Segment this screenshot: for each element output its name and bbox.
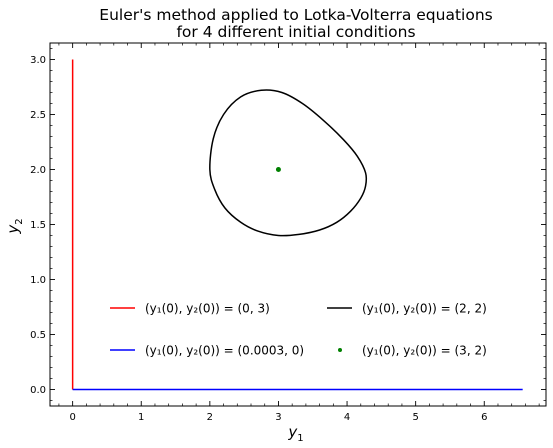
legend-label-2: (y₁(0), y₂(0)) = (2, 2) [362, 302, 487, 316]
series-3-point [275, 167, 281, 172]
y-tick-label: 2.5 [30, 110, 46, 121]
chart-title-line-2: for 4 different initial conditions [176, 23, 415, 41]
y-tick-label: 0.5 [30, 330, 46, 341]
y-tick-label: 1.5 [30, 220, 46, 231]
legend-label-0: (y₁(0), y₂(0)) = (0, 3) [145, 302, 270, 316]
x-tick-label: 2 [207, 412, 213, 423]
series-2-line [209, 89, 368, 237]
y-tick-label: 0.0 [30, 385, 46, 396]
chart-title-line-1: Euler's method applied to Lotka-Volterra… [99, 6, 492, 24]
y-axis-label: y2 [4, 218, 25, 234]
x-tick-label: 1 [138, 412, 144, 423]
legend-label-1: (y₁(0), y₂(0)) = (0.0003, 0) [145, 344, 304, 358]
x-tick-label: 3 [275, 412, 281, 423]
x-tick-label: 4 [344, 412, 350, 423]
y-tick-label: 2.0 [30, 165, 46, 176]
x-tick-label: 0 [69, 412, 75, 423]
plot-area: 0 1 2 3 4 5 6 0.0 0.5 1.0 1.5 2.0 2.5 3.0 y1 y2 (y₁(0), … [4, 42, 547, 444]
legend-marker-3 [338, 348, 342, 352]
x-axis-label: y1 [287, 423, 303, 444]
y-tick-label: 3.0 [30, 55, 46, 66]
series-group [71, 59, 523, 391]
x-tick-label: 6 [481, 412, 487, 423]
x-tick-label: 5 [412, 412, 418, 423]
y-tick-label: 1.0 [30, 275, 46, 286]
legend-label-3: (y₁(0), y₂(0)) = (3, 2) [362, 344, 487, 358]
